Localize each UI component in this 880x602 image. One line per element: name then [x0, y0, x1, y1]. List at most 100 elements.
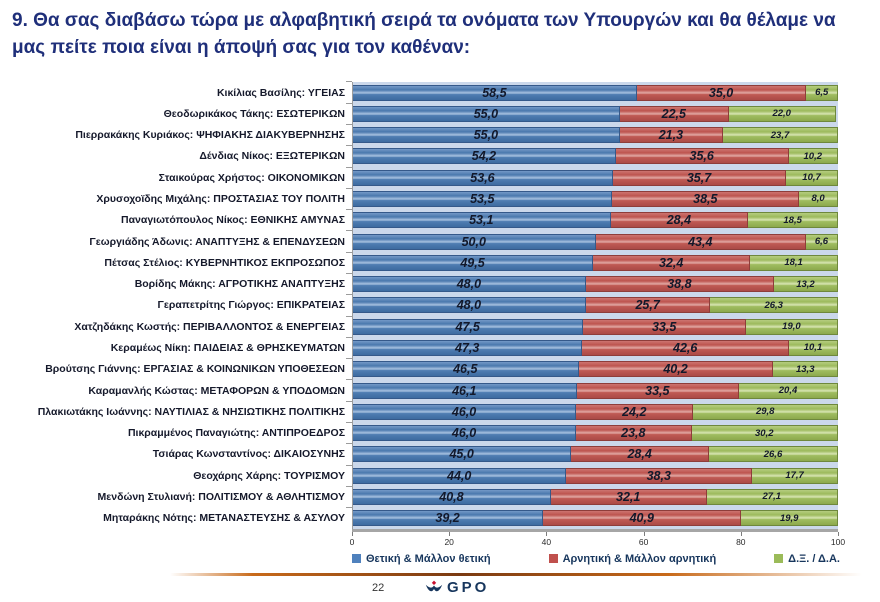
- stacked-bar-chart: Κικίλιας Βασίλης: ΥΓΕΙΑΣ Θεοδωρικάκος Τάκ…: [38, 81, 880, 547]
- bar-segment-positive: 46,5: [353, 361, 579, 378]
- stacked-bar: 46,0 24,2 29,8: [353, 403, 838, 420]
- x-axis-tick: [740, 531, 742, 536]
- bar-segment-dk-na: 26,3: [710, 297, 838, 314]
- bar-value-label: 33,5: [651, 319, 677, 334]
- bar-value-label: 25,7: [635, 298, 660, 313]
- plot-wrap: 58,5 35,0 6,5 55,0 22,5 22,0 55,0 21,3 23,7 54,2 3…: [346, 81, 845, 547]
- category-label: Κικίλιας Βασίλης: ΥΓΕΙΑΣ: [216, 86, 345, 99]
- gpo-logo-text: GPO: [447, 578, 490, 596]
- bar-value-label: 23,7: [770, 129, 790, 141]
- bar-segment-positive: 39,2: [353, 510, 544, 527]
- bar-value-label: 58,5: [482, 85, 507, 100]
- bar-value-label: 22,5: [661, 106, 686, 121]
- bar-segment-negative: 32,1: [550, 488, 707, 505]
- category-label: Πέτσας Στέλιος: ΚΥΒΕΡΝΗΤΙΚΟΣ ΕΚΠΡΟΣΩΠΟΣ: [104, 256, 345, 269]
- bar-row: 47,3 42,6 10,1: [346, 336, 838, 358]
- category-label: Θεοχάρης Χάρης: ΤΟΥΡΙΣΜΟΥ: [193, 469, 345, 482]
- stacked-bar: 55,0 21,3 23,7: [353, 127, 838, 144]
- x-axis-tick-label: 80: [736, 536, 746, 547]
- bar-segment-positive: 55,0: [353, 105, 620, 122]
- stacked-bar: 53,6 35,7 10,7: [353, 169, 838, 186]
- bar-value-label: 55,0: [473, 128, 499, 143]
- bar-row: 46,5 40,2 13,3: [346, 358, 838, 380]
- bar-row: 50,0 43,4 6,6: [346, 230, 838, 252]
- bar-segment-positive: 45,0: [353, 446, 572, 463]
- stacked-bar: 53,1 28,4 18,5: [353, 212, 838, 229]
- category-label-row: Πικραμμένος Παναγιώτης: ΑΝΤΙΠΡΟΕΔΡΟΣ: [62, 422, 352, 443]
- bar-value-label: 35,0: [708, 85, 734, 100]
- bar-value-label: 18,5: [783, 214, 802, 226]
- bar-row: 48,0 38,8 13,2: [346, 272, 838, 294]
- bar-value-label: 48,0: [456, 277, 482, 292]
- bar-value-label: 13,2: [796, 278, 815, 290]
- bar-value-label: 46,0: [451, 426, 477, 441]
- category-label-row: Μηταράκης Νότης: ΜΕΤΑΝΑΣΤΕΥΣΗΣ & ΑΣΥΛΟΥ: [62, 508, 352, 529]
- category-label-row: Πλακιωτάκης Ιωάννης: ΝΑΥΤΙΛΙΑΣ & ΝΗΣΙΩΤΙ…: [38, 401, 352, 422]
- bar-segment-dk-na: 18,5: [748, 212, 838, 229]
- bar-value-label: 21,3: [658, 128, 684, 143]
- bar-segment-dk-na: 10,2: [788, 148, 838, 165]
- bar-row: 45,0 28,4 26,6: [346, 443, 838, 465]
- bar-segment-negative: 38,3: [566, 467, 753, 484]
- category-label-row: Καραμανλής Κώστας: ΜΕΤΑΦΟΡΩΝ & ΥΠΟΔΟΜΩΝ: [62, 380, 352, 401]
- x-axis-tick: [838, 531, 839, 536]
- bar-row: 44,0 38,3 17,7: [346, 464, 838, 486]
- category-label-row: Χρυσοχοϊδης Μιχάλης: ΠΡΟΣΤΑΣΙΑΣ ΤΟΥ ΠΟΛΙ…: [62, 188, 352, 209]
- category-label: Πλακιωτάκης Ιωάννης: ΝΑΥΤΙΛΙΑΣ & ΝΗΣΙΩΤΙ…: [37, 405, 345, 418]
- stacked-bar: 50,0 43,4 6,6: [353, 233, 838, 250]
- bar-value-label: 8,0: [811, 193, 825, 205]
- bar-value-label: 6,6: [814, 236, 829, 248]
- bar-row: 46,0 23,8 30,2: [346, 421, 838, 443]
- bar-segment-positive: 55,0: [353, 127, 620, 144]
- bar-segment-dk-na: 10,7: [786, 169, 838, 186]
- category-label: Βρούτσης Γιάννης: ΕΡΓΑΣΙΑΣ & ΚΟΙΝΩΝΙΚΩΝ …: [45, 363, 345, 376]
- bar-segment-negative: 33,5: [576, 382, 740, 399]
- bar-segment-dk-na: 18,1: [750, 254, 838, 271]
- bar-value-label: 46,1: [452, 383, 477, 398]
- bar-value-label: 19,0: [782, 321, 801, 333]
- bar-segment-dk-na: 20,4: [739, 382, 838, 399]
- category-label-row: Βρούτσης Γιάννης: ΕΡΓΑΣΙΑΣ & ΚΟΙΝΩΝΙΚΩΝ …: [45, 359, 352, 380]
- bar-value-label: 53,6: [470, 170, 495, 185]
- bar-segment-negative: 38,5: [612, 190, 800, 207]
- category-label: Γεραπετρίτης Γιώργος: ΕΠΙΚΡΑΤΕΙΑΣ: [157, 299, 345, 312]
- stacked-bar: 46,0 23,8 30,2: [353, 425, 838, 442]
- x-axis-tick-label: 0: [349, 536, 355, 547]
- bar-value-label: 38,3: [646, 468, 671, 483]
- category-label-row: Τσιάρας Κωνσταντίνος: ΔΙΚΑΙΟΣΥΝΗΣ: [62, 444, 352, 465]
- legend-item-positive: Θετική & Μάλλον θετική: [352, 553, 491, 565]
- category-label-row: Θεοδωρικάκος Τάκης: ΕΣΩΤΕΡΙΚΩΝ: [62, 103, 352, 124]
- bar-row: 54,2 35,6 10,2: [346, 145, 838, 167]
- bar-segment-dk-na: 27,1: [706, 488, 838, 505]
- bar-value-label: 54,2: [471, 149, 497, 164]
- bar-value-label: 30,2: [755, 427, 774, 439]
- stacked-bar: 49,5 32,4 18,1: [353, 254, 838, 271]
- stacked-bar: 46,5 40,2 13,3: [353, 361, 838, 378]
- bar-value-label: 39,2: [435, 511, 460, 526]
- bar-segment-negative: 28,4: [571, 446, 709, 463]
- bar-value-label: 19,9: [779, 512, 799, 524]
- legend-swatch-dk-na-icon: [774, 554, 784, 564]
- category-label: Μηταράκης Νότης: ΜΕΤΑΝΑΣΤΕΥΣΗΣ & ΑΣΥΛΟΥ: [103, 512, 345, 525]
- stacked-bar: 48,0 38,8 13,2: [353, 276, 838, 293]
- bar-value-label: 32,1: [616, 489, 641, 504]
- bar-segment-negative: 35,6: [615, 148, 789, 165]
- bar-segment-dk-na: 17,7: [752, 467, 838, 484]
- bar-segment-negative: 38,8: [585, 276, 774, 293]
- bar-value-label: 17,7: [785, 470, 804, 482]
- bar-value-label: 53,5: [470, 191, 495, 206]
- category-labels: Κικίλιας Βασίλης: ΥΓΕΙΑΣ Θεοδωρικάκος Τάκ…: [38, 82, 352, 529]
- bar-value-label: 32,4: [658, 255, 684, 270]
- bar-segment-negative: 40,9: [543, 510, 742, 527]
- category-label: Βορίδης Μάκης: ΑΓΡΟΤΙΚΗΣ ΑΝΑΠΤΥΞΗΣ: [134, 278, 345, 291]
- category-label-row: Γεωργιάδης Άδωνις: ΑΝΑΠΤΥΞΗΣ & ΕΠΕΝΔΥΣΕΩ…: [62, 231, 352, 252]
- bar-value-label: 26,3: [764, 299, 783, 311]
- bar-segment-positive: 46,0: [353, 425, 577, 442]
- bar-row: 53,1 28,4 18,5: [346, 209, 838, 231]
- category-label-row: Πιερρακάκης Κυριάκος: ΨΗΦΙΑΚΗΣ ΔΙΑΚΥΒΕΡΝ…: [62, 125, 352, 146]
- category-label-row: Θεοχάρης Χάρης: ΤΟΥΡΙΣΜΟΥ: [62, 465, 352, 486]
- bar-segment-positive: 47,5: [353, 318, 584, 335]
- category-label: Χατζηδάκης Κωστής: ΠΕΡΙΒΑΛΛΟΝΤΟΣ & ΕΝΕΡΓ…: [74, 320, 345, 333]
- bar-value-label: 47,3: [455, 340, 480, 355]
- bar-value-label: 49,5: [460, 255, 485, 270]
